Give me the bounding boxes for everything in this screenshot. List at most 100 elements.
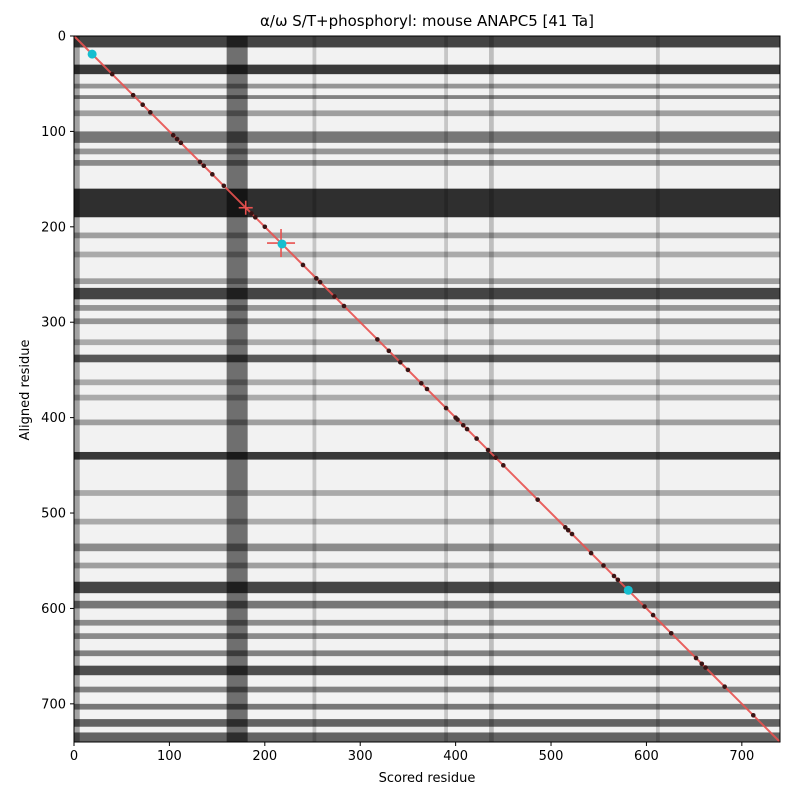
y-tick-label: 600 xyxy=(41,602,66,617)
diagonal-point xyxy=(493,455,498,460)
diagonal-point xyxy=(418,380,424,386)
diagonal-point xyxy=(650,612,656,618)
diagonal-point xyxy=(601,563,606,568)
diagonal-point xyxy=(148,110,153,115)
diagonal-point xyxy=(174,136,180,142)
diagonal-point xyxy=(722,684,727,689)
diagonal-point xyxy=(317,279,323,285)
heatmap-row-band xyxy=(74,451,780,460)
y-axis: 0 100 200 300 400 500 600 700 xyxy=(41,30,74,712)
diagonal-point xyxy=(642,604,647,609)
y-tick-label: 200 xyxy=(41,220,66,235)
diagonal-point xyxy=(615,577,621,583)
x-tick-label: 600 xyxy=(634,749,659,764)
highlight-point xyxy=(87,49,97,59)
diagonal-point xyxy=(109,71,115,77)
heatmap-column-band xyxy=(489,36,494,742)
heatmap-row-band xyxy=(74,160,780,166)
heatmap-row-band xyxy=(74,232,780,239)
heatmap-row-band xyxy=(74,732,780,742)
plot-frame xyxy=(73,35,781,743)
diagonal-point xyxy=(178,140,184,146)
diagonal-point xyxy=(314,276,319,281)
heatmap-column-band xyxy=(74,36,80,742)
heatmap-row-band xyxy=(74,490,780,496)
heatmap-row-band xyxy=(74,665,780,676)
heatmap-column-band xyxy=(655,36,660,742)
x-tick-label: 500 xyxy=(539,749,564,764)
heatmap-row-band xyxy=(74,278,780,285)
diagonal-point xyxy=(460,422,466,428)
heatmap-row-band xyxy=(74,619,780,626)
diagonal-point xyxy=(249,211,254,216)
diagonal-point xyxy=(252,214,258,220)
heatmap-row-band xyxy=(74,686,780,693)
diagonal-point xyxy=(474,436,479,441)
diagonal-point xyxy=(221,183,227,189)
diagonal-point xyxy=(197,159,203,165)
highlight-point xyxy=(623,585,633,595)
highlight-point xyxy=(277,239,287,249)
x-tick-label: 400 xyxy=(443,749,468,764)
diagonal-point xyxy=(130,92,136,98)
heatmap-row-band xyxy=(74,36,780,48)
diagonal-point xyxy=(201,163,207,169)
chart-title: α/ω S/T+phosphoryl: mouse ANAPC5 [41 Ta] xyxy=(260,12,594,30)
diagonal-point xyxy=(300,262,306,268)
heatmap-row-band xyxy=(74,95,780,99)
diagonal-point xyxy=(140,102,145,107)
diagonal-point xyxy=(565,527,571,533)
diagonal-point xyxy=(569,531,575,537)
heatmap-row-band xyxy=(74,719,780,727)
diagonal-point xyxy=(375,337,380,342)
diagonal-point xyxy=(668,630,674,636)
x-axis: 0 100 200 300 400 500 600 700 xyxy=(70,742,754,764)
x-tick-label: 300 xyxy=(348,749,373,764)
diagonal-point xyxy=(563,525,568,530)
y-tick-label: 500 xyxy=(41,507,66,522)
y-tick-label: 300 xyxy=(41,316,66,331)
diagonal-point xyxy=(699,661,705,667)
heatmap-row-band xyxy=(74,703,780,710)
heatmap-row-band xyxy=(74,354,780,363)
diagonal-point xyxy=(703,665,708,670)
diagonal-point xyxy=(424,386,430,392)
heatmap-row-band xyxy=(74,339,780,346)
heatmap-row-band xyxy=(74,251,780,258)
diagonal-point xyxy=(750,712,756,718)
heatmap-row-band xyxy=(74,64,780,75)
diagonal-point xyxy=(693,655,699,661)
heatmap-row-band xyxy=(74,650,780,657)
heatmap-row-band xyxy=(74,148,780,155)
diagonal-point xyxy=(455,417,460,422)
heatmap-row-band xyxy=(74,83,780,89)
y-tick-label: 700 xyxy=(41,697,66,712)
heatmap-column-band xyxy=(444,36,448,742)
diagonal-point xyxy=(386,348,392,354)
heatmap-column-band xyxy=(226,36,248,742)
diagonal-point xyxy=(443,405,449,411)
heatmap-row-band xyxy=(74,419,780,426)
heatmap-row-band xyxy=(74,581,780,594)
diagonal-point xyxy=(210,172,215,177)
heatmap-row-band xyxy=(74,633,780,639)
diagonal-point xyxy=(464,426,470,432)
y-tick-label: 0 xyxy=(58,30,66,45)
diagonal-point xyxy=(485,447,491,453)
heatmap-row-band xyxy=(74,131,780,143)
x-tick-label: 0 xyxy=(70,749,78,764)
diagonal-point xyxy=(611,573,617,579)
y-axis-label: Aligned residue xyxy=(18,340,33,441)
heatmap-column-band xyxy=(312,36,317,742)
x-tick-label: 200 xyxy=(252,749,277,764)
diagonal-point xyxy=(405,367,411,373)
y-tick-label: 400 xyxy=(41,411,66,426)
heatmap-row-band xyxy=(74,287,780,300)
heatmap-row-band xyxy=(74,562,780,569)
heatmap-row-band xyxy=(74,318,780,325)
heatmap-row-band xyxy=(74,379,780,386)
diagonal-point xyxy=(170,132,176,138)
x-axis-label: Scored residue xyxy=(379,771,476,786)
diagonal-point xyxy=(535,497,540,502)
